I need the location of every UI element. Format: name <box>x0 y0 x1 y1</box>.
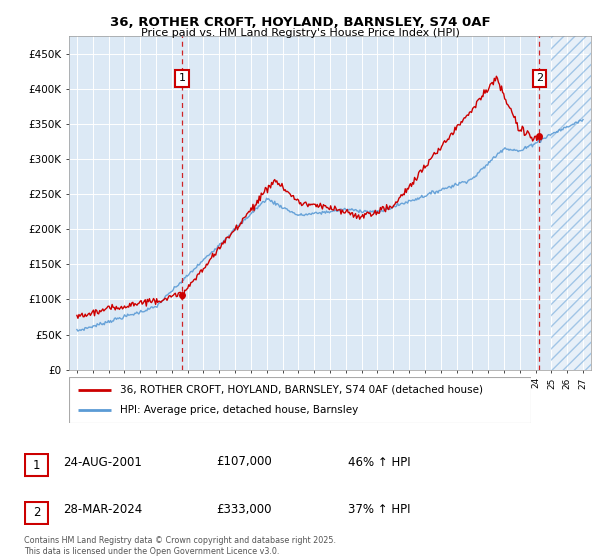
Text: HPI: Average price, detached house, Barnsley: HPI: Average price, detached house, Barn… <box>120 405 358 415</box>
Text: 28-MAR-2024: 28-MAR-2024 <box>63 503 142 516</box>
Text: £333,000: £333,000 <box>216 503 271 516</box>
Text: 1: 1 <box>179 73 185 83</box>
Text: Contains HM Land Registry data © Crown copyright and database right 2025.
This d: Contains HM Land Registry data © Crown c… <box>24 536 336 556</box>
Text: 37% ↑ HPI: 37% ↑ HPI <box>348 503 410 516</box>
Text: 2: 2 <box>536 73 543 83</box>
FancyBboxPatch shape <box>69 377 531 423</box>
Text: 2: 2 <box>33 506 40 520</box>
Text: £107,000: £107,000 <box>216 455 272 469</box>
Text: 36, ROTHER CROFT, HOYLAND, BARNSLEY, S74 0AF: 36, ROTHER CROFT, HOYLAND, BARNSLEY, S74… <box>110 16 490 29</box>
Bar <box>551 36 599 370</box>
Text: 36, ROTHER CROFT, HOYLAND, BARNSLEY, S74 0AF (detached house): 36, ROTHER CROFT, HOYLAND, BARNSLEY, S74… <box>120 385 483 395</box>
Bar <box>551 36 599 370</box>
FancyBboxPatch shape <box>25 502 48 524</box>
FancyBboxPatch shape <box>25 454 48 477</box>
Text: 46% ↑ HPI: 46% ↑ HPI <box>348 455 410 469</box>
Text: 24-AUG-2001: 24-AUG-2001 <box>63 455 142 469</box>
Text: 1: 1 <box>33 459 40 472</box>
Text: Price paid vs. HM Land Registry's House Price Index (HPI): Price paid vs. HM Land Registry's House … <box>140 28 460 38</box>
